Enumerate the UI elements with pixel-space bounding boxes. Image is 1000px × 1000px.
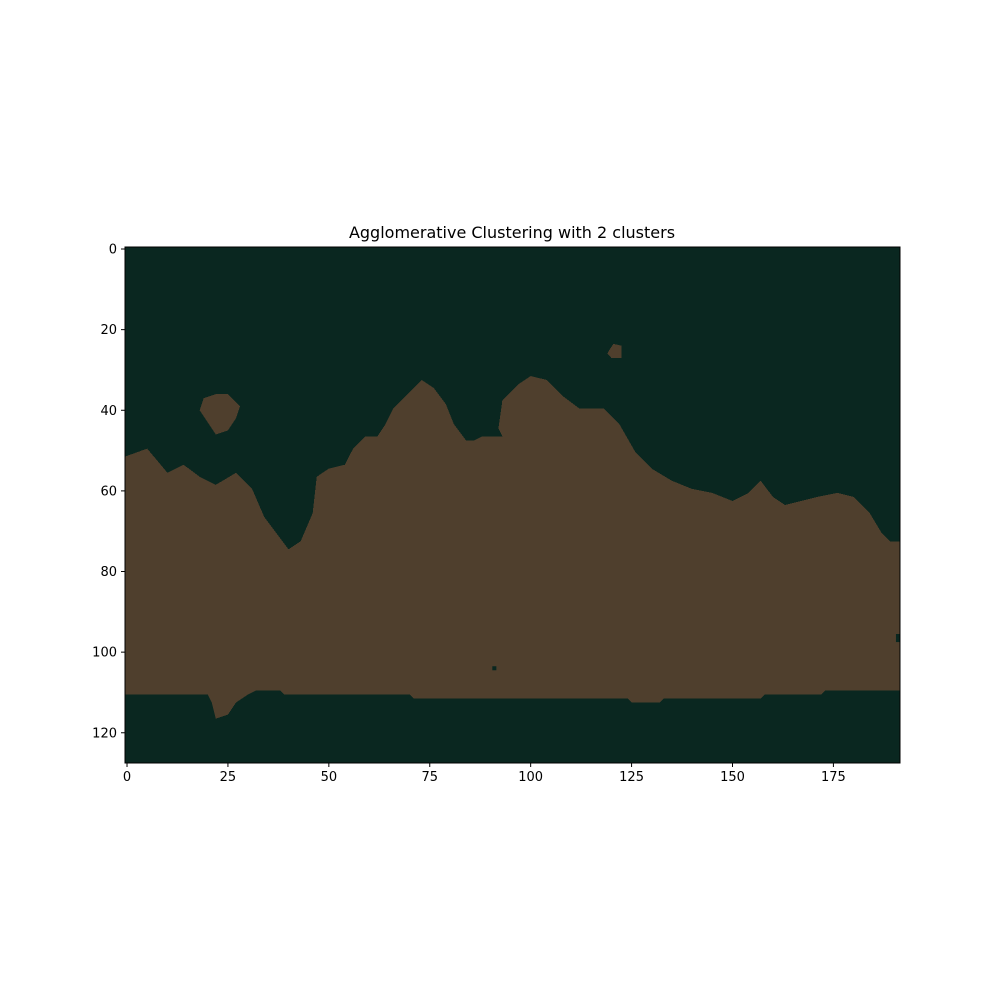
x-tick-label-0: 0 (123, 770, 131, 785)
y-tick-label-0: 0 (109, 243, 117, 258)
x-axis: 0 25 50 75 100 125 150 175 (123, 763, 846, 785)
y-tick-label-120: 120 (92, 726, 117, 741)
speck-0 (492, 666, 497, 671)
x-tick-label-150: 150 (720, 770, 745, 785)
speck-2 (895, 638, 900, 643)
x-tick-label-50: 50 (321, 770, 338, 785)
chart-title: Agglomerative Clustering with 2 clusters (349, 223, 675, 242)
y-tick-label-100: 100 (92, 646, 117, 661)
y-tick-label-60: 60 (100, 484, 117, 499)
y-axis: 0 20 40 60 80 100 120 (92, 243, 125, 741)
y-tick-label-20: 20 (100, 323, 117, 338)
x-tick-label-125: 125 (619, 770, 644, 785)
y-tick-label-40: 40 (100, 404, 117, 419)
y-tick-label-80: 80 (100, 565, 117, 580)
image-layer (125, 247, 900, 763)
cluster-1-region (125, 376, 900, 719)
speck-1 (895, 634, 900, 639)
cluster-1-island-1 (607, 343, 622, 358)
cluster-1-island-0 (199, 394, 240, 435)
axes-frame (124, 246, 901, 764)
x-tick-label-25: 25 (220, 770, 237, 785)
plot-area (125, 247, 900, 763)
x-tick-label-75: 75 (421, 770, 438, 785)
x-tick-label-100: 100 (518, 770, 543, 785)
x-tick-label-175: 175 (821, 770, 846, 785)
